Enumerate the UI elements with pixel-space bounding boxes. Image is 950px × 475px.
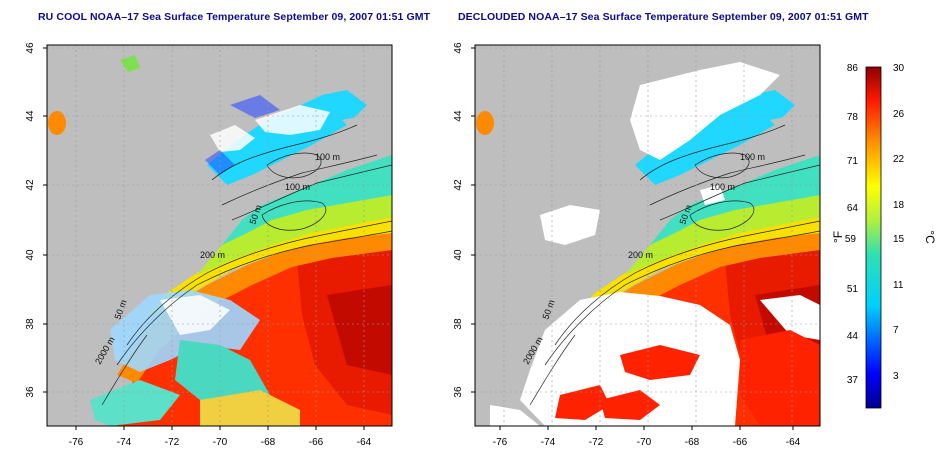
c-tick-label: 22 (893, 154, 905, 165)
lat-label: 44 (453, 110, 464, 122)
lon-label: -76 (493, 437, 508, 448)
f-tick-label: 64 (847, 203, 859, 214)
colorbar: 86 78 71 64 59 51 44 37 30 26 22 18 15 1… (831, 63, 937, 409)
lat-label: 38 (25, 318, 36, 330)
lat-label: 44 (25, 110, 36, 122)
lat-label: 46 (25, 42, 36, 54)
celsius-unit-label: °C (923, 230, 937, 244)
right-map-frame (474, 44, 821, 427)
svg-text:200 m: 200 m (200, 250, 225, 260)
left-map-title: RU COOL NOAA–17 Sea Surface Temperature … (38, 11, 431, 23)
celsius-ticks: 30 26 22 18 15 11 7 3 (893, 63, 905, 382)
lon-label: -76 (69, 437, 84, 448)
lat-label: 42 (25, 179, 36, 191)
fahrenheit-ticks: 86 78 71 64 59 51 44 37 (845, 63, 859, 386)
left-cloud-noise (90, 55, 330, 426)
left-lat-labels: 46 44 42 40 38 36 (25, 42, 36, 398)
left-lon-labels: -76 -74 -72 -70 -68 -66 -64 (69, 437, 372, 448)
lon-label: -68 (261, 437, 276, 448)
f-tick-label: 51 (847, 284, 859, 295)
lon-label: -68 (685, 437, 700, 448)
svg-text:100 m: 100 m (285, 182, 310, 192)
lat-label: 36 (25, 386, 36, 398)
lat-label: 40 (453, 249, 464, 261)
lat-label: 46 (453, 42, 464, 54)
lon-label: -72 (165, 437, 180, 448)
svg-text:100 m: 100 m (315, 152, 340, 162)
lat-label: 40 (25, 249, 36, 261)
lat-label: 38 (453, 318, 464, 330)
f-tick-label: 78 (847, 112, 859, 123)
c-tick-label: 7 (893, 325, 899, 336)
lon-label: -74 (117, 437, 132, 448)
svg-text:200 m: 200 m (628, 250, 653, 260)
lon-label: -72 (589, 437, 604, 448)
right-map-panel: 100 m 100 m 50 m 200 m 50 m 2000 m 46 44… (453, 42, 821, 448)
f-tick-label: 59 (845, 234, 857, 245)
f-tick-label: 37 (847, 375, 859, 386)
lon-label: -74 (541, 437, 556, 448)
lon-label: -64 (786, 437, 801, 448)
svg-text:100 m: 100 m (710, 182, 735, 192)
lon-label: -66 (309, 437, 324, 448)
c-tick-label: 26 (893, 109, 905, 120)
right-axis-ticks (471, 47, 794, 430)
c-tick-label: 30 (893, 63, 905, 74)
svg-text:100 m: 100 m (740, 152, 765, 162)
left-map-panel: 100 m 100 m 50 m 200 m 50 m 2000 m 46 44… (25, 42, 393, 448)
lon-label: -70 (213, 437, 228, 448)
left-axis-ticks (43, 47, 365, 430)
lon-label: -70 (637, 437, 652, 448)
lon-label: -64 (357, 437, 372, 448)
fahrenheit-unit-label: °F (831, 231, 845, 243)
c-tick-label: 18 (893, 200, 905, 211)
f-tick-label: 71 (847, 156, 859, 167)
right-map-title: DECLOUDED NOAA–17 Sea Surface Temperatur… (458, 11, 869, 23)
right-warm-patches (555, 330, 820, 426)
left-sst-image: 100 m 100 m 50 m 200 m 50 m 2000 m (47, 45, 392, 426)
lon-label: -66 (733, 437, 748, 448)
lat-label: 36 (453, 386, 464, 398)
colorbar-gradient (865, 66, 882, 409)
c-tick-label: 3 (893, 371, 899, 382)
right-lat-labels: 46 44 42 40 38 36 (453, 42, 464, 398)
c-tick-label: 11 (893, 280, 904, 291)
right-lon-labels: -76 -74 -72 -70 -68 -66 -64 (493, 437, 801, 448)
f-tick-label: 44 (847, 331, 859, 342)
c-tick-label: 15 (893, 234, 905, 245)
f-tick-label: 86 (847, 63, 859, 74)
right-sst-image: 100 m 100 m 50 m 200 m 50 m 2000 m (475, 45, 820, 426)
lat-label: 42 (453, 179, 464, 191)
